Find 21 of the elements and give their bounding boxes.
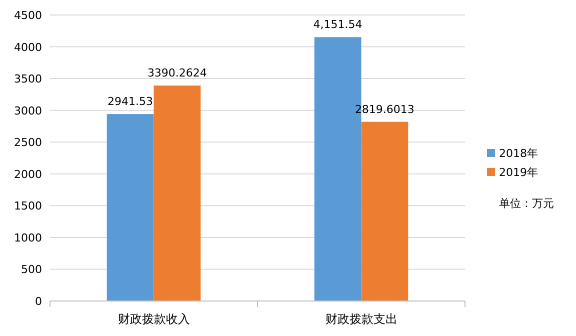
y-tick-label: 4000 — [14, 40, 42, 54]
y-tick-label: 2500 — [14, 136, 42, 150]
x-tick-label: 财政拨款收入 — [118, 312, 190, 326]
y-tick-label: 2000 — [14, 168, 42, 181]
legend-label: 2019年 — [499, 166, 538, 179]
y-tick-label: 0 — [35, 295, 42, 308]
text: 单位：万元 — [499, 197, 554, 210]
data-label: 2941.53 — [108, 95, 154, 108]
x-tick-label: 财政拨款支出 — [325, 312, 398, 326]
bar — [154, 86, 201, 301]
data-label: 4,151.54 — [313, 18, 362, 32]
y-tick-label: 500 — [21, 263, 42, 276]
bar — [361, 122, 408, 301]
y-tick-label: 1000 — [14, 231, 42, 244]
y-tick-label: 1500 — [14, 200, 42, 213]
y-tick-label: 4500 — [14, 9, 42, 22]
bar — [106, 114, 154, 301]
legend-label: 2018年 — [499, 147, 538, 160]
y-tick-label: 3000 — [14, 104, 42, 118]
y-tick-label: 3500 — [14, 72, 42, 86]
data-label: 3390.2624 — [147, 66, 207, 80]
